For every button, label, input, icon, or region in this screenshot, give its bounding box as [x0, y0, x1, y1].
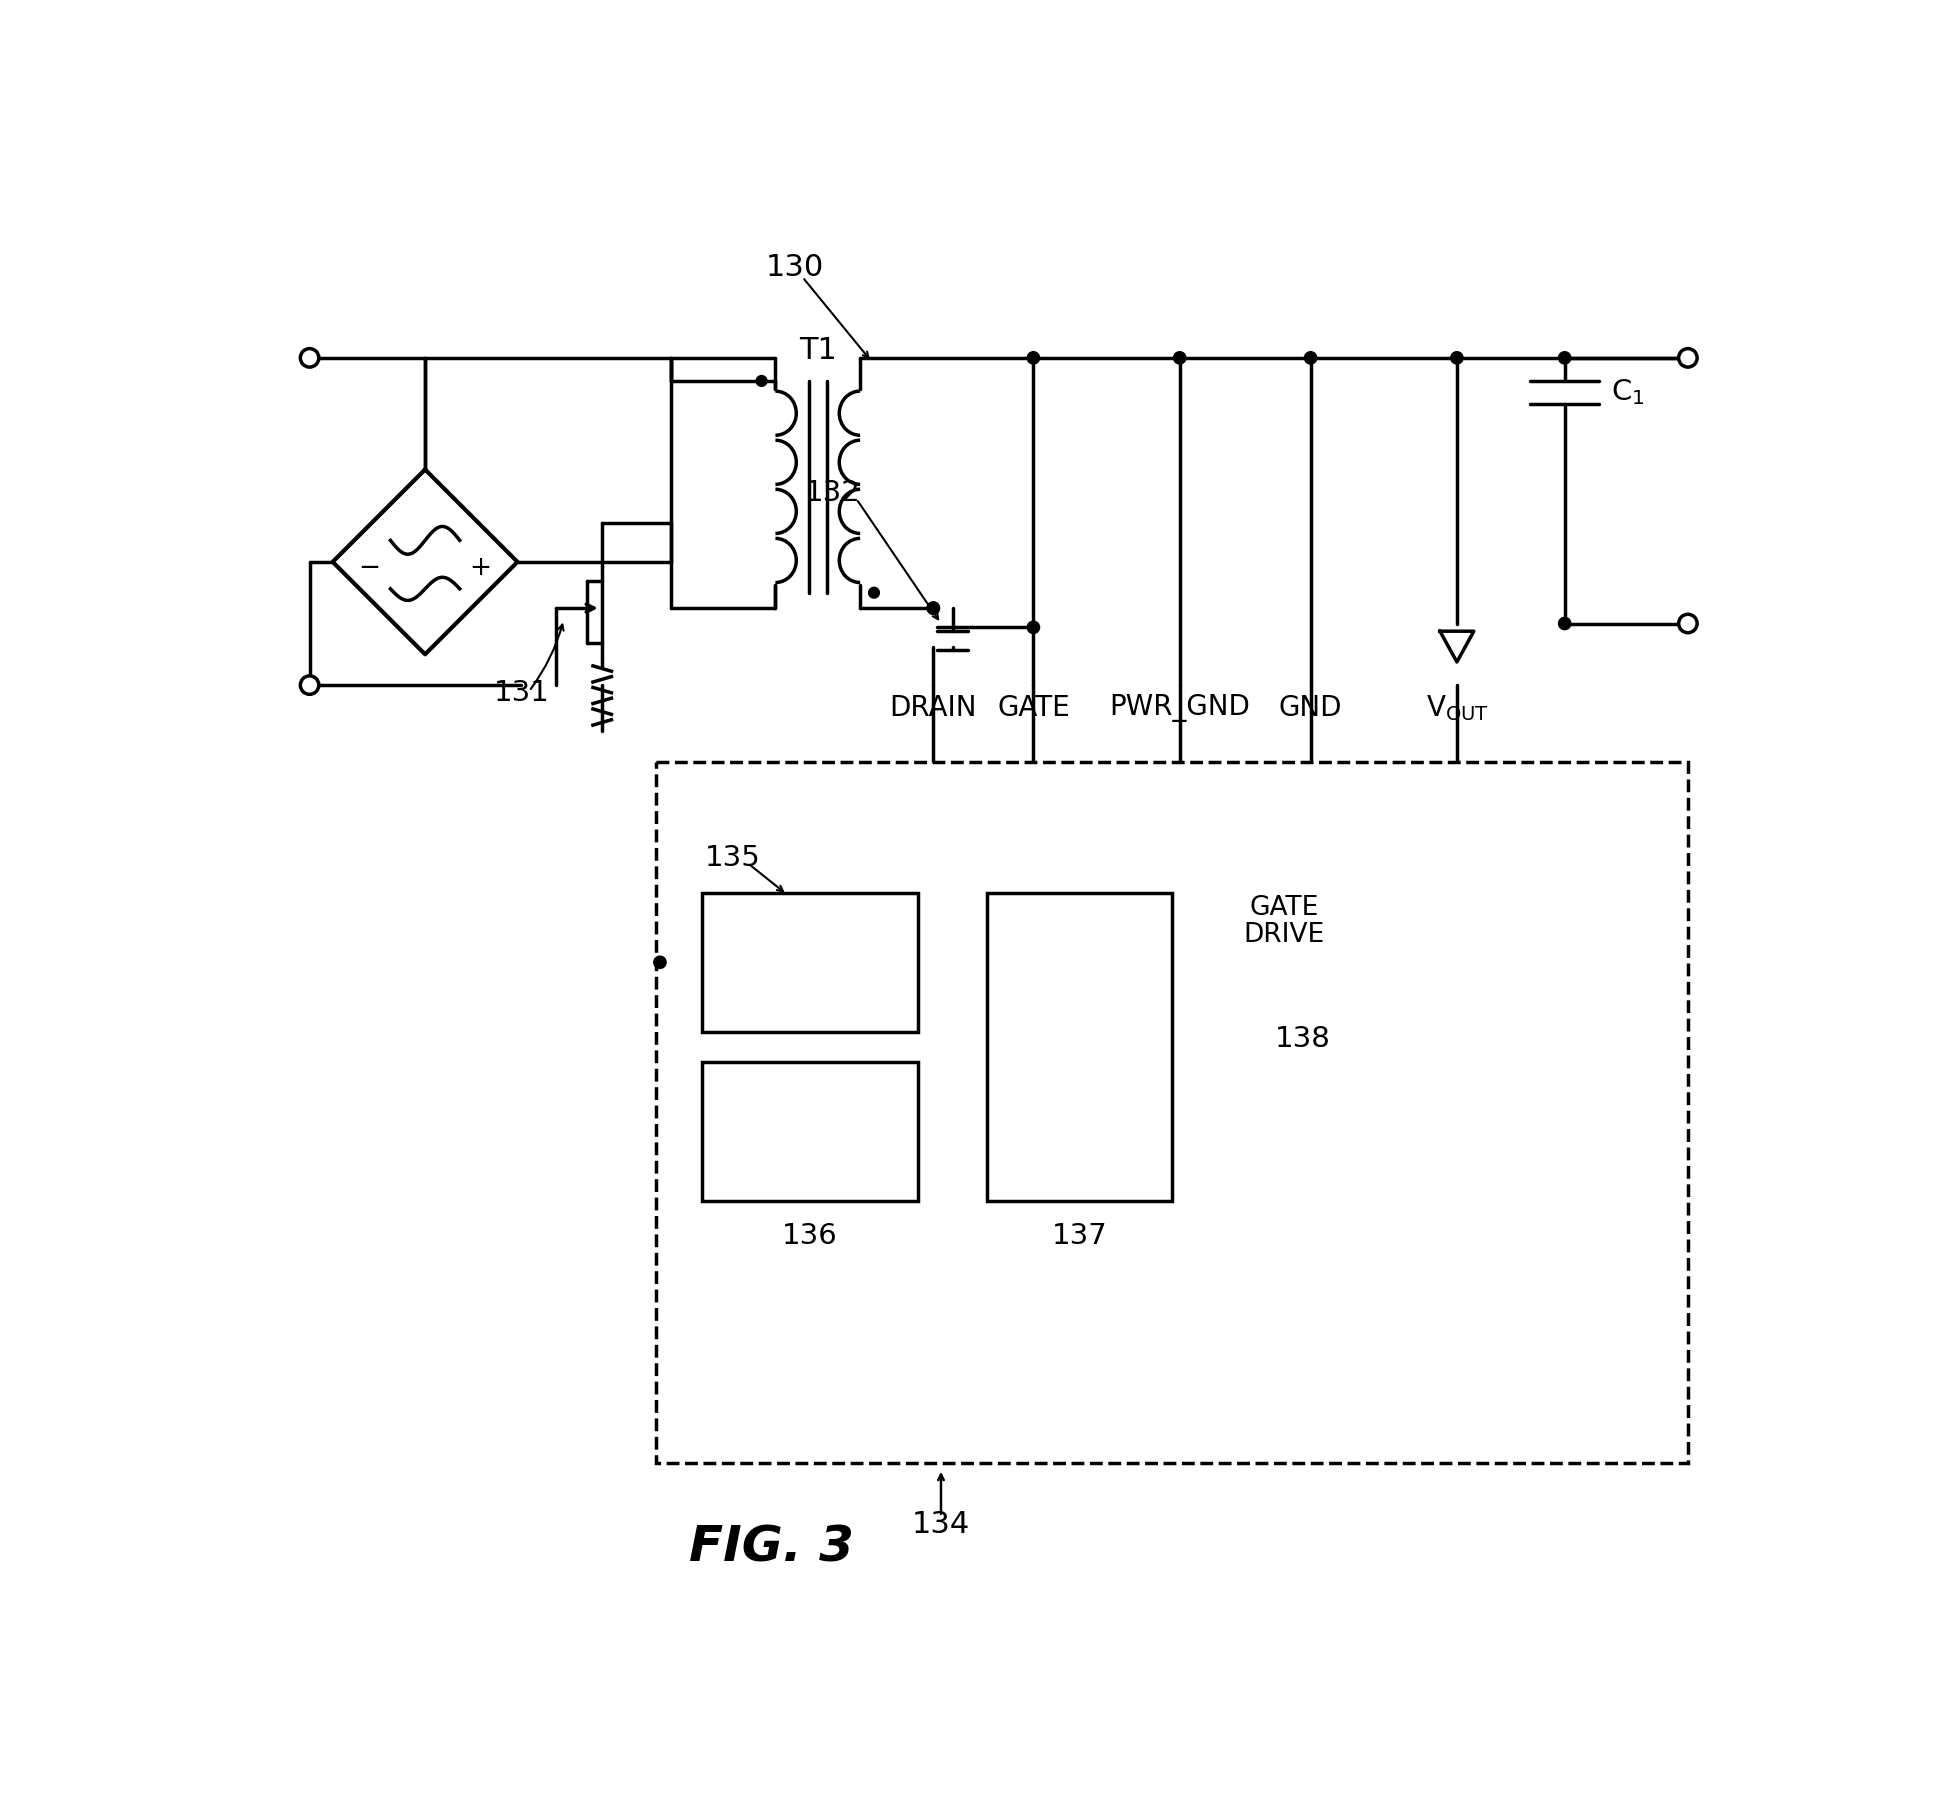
- Circle shape: [757, 375, 766, 386]
- Text: V$_{\rm OUT}$: V$_{\rm OUT}$: [1426, 693, 1488, 723]
- Text: 136: 136: [782, 1222, 838, 1249]
- Circle shape: [1027, 621, 1039, 634]
- Circle shape: [300, 348, 319, 368]
- Text: −: −: [358, 555, 381, 582]
- Circle shape: [1451, 352, 1463, 364]
- Text: LATCH: LATCH: [1037, 1018, 1122, 1045]
- Text: 132: 132: [805, 479, 862, 506]
- Text: 138: 138: [1276, 1025, 1330, 1054]
- Bar: [655, 763, 1688, 1463]
- Text: FIG. 3: FIG. 3: [689, 1524, 854, 1571]
- Circle shape: [869, 587, 879, 598]
- Circle shape: [1027, 352, 1039, 364]
- Text: +: +: [469, 555, 492, 582]
- Bar: [702, 1063, 918, 1201]
- Text: PWR_GND: PWR_GND: [1109, 695, 1251, 722]
- Bar: [702, 892, 918, 1032]
- Circle shape: [1679, 348, 1698, 368]
- Text: EMULATOR: EMULATOR: [737, 964, 883, 989]
- Text: 137: 137: [1052, 1222, 1107, 1249]
- Text: GATE: GATE: [1249, 896, 1319, 921]
- Text: CURRENT: CURRENT: [747, 935, 873, 962]
- Circle shape: [1558, 617, 1572, 630]
- Text: DRAIN: DRAIN: [889, 695, 976, 722]
- Text: COMPARATOR: COMPARATOR: [724, 1106, 897, 1129]
- Text: LOGIC: LOGIC: [1039, 1050, 1120, 1075]
- Text: GATE: GATE: [998, 695, 1070, 722]
- Text: T1: T1: [799, 336, 836, 364]
- Bar: [988, 892, 1173, 1201]
- Text: C$_1$: C$_1$: [1610, 377, 1645, 407]
- Text: 131: 131: [494, 679, 548, 707]
- Text: 130: 130: [766, 253, 825, 282]
- Circle shape: [300, 677, 319, 695]
- Text: 134: 134: [912, 1510, 971, 1538]
- Circle shape: [654, 957, 665, 969]
- Text: 135: 135: [706, 844, 760, 872]
- Circle shape: [928, 601, 939, 614]
- Text: GND: GND: [1278, 695, 1342, 722]
- Circle shape: [1173, 352, 1186, 364]
- Text: AND TIMERS: AND TIMERS: [731, 1134, 889, 1158]
- Circle shape: [1679, 614, 1698, 634]
- Circle shape: [1305, 352, 1317, 364]
- Circle shape: [1558, 352, 1572, 364]
- Circle shape: [928, 601, 939, 614]
- Text: DRIVE: DRIVE: [1243, 923, 1325, 948]
